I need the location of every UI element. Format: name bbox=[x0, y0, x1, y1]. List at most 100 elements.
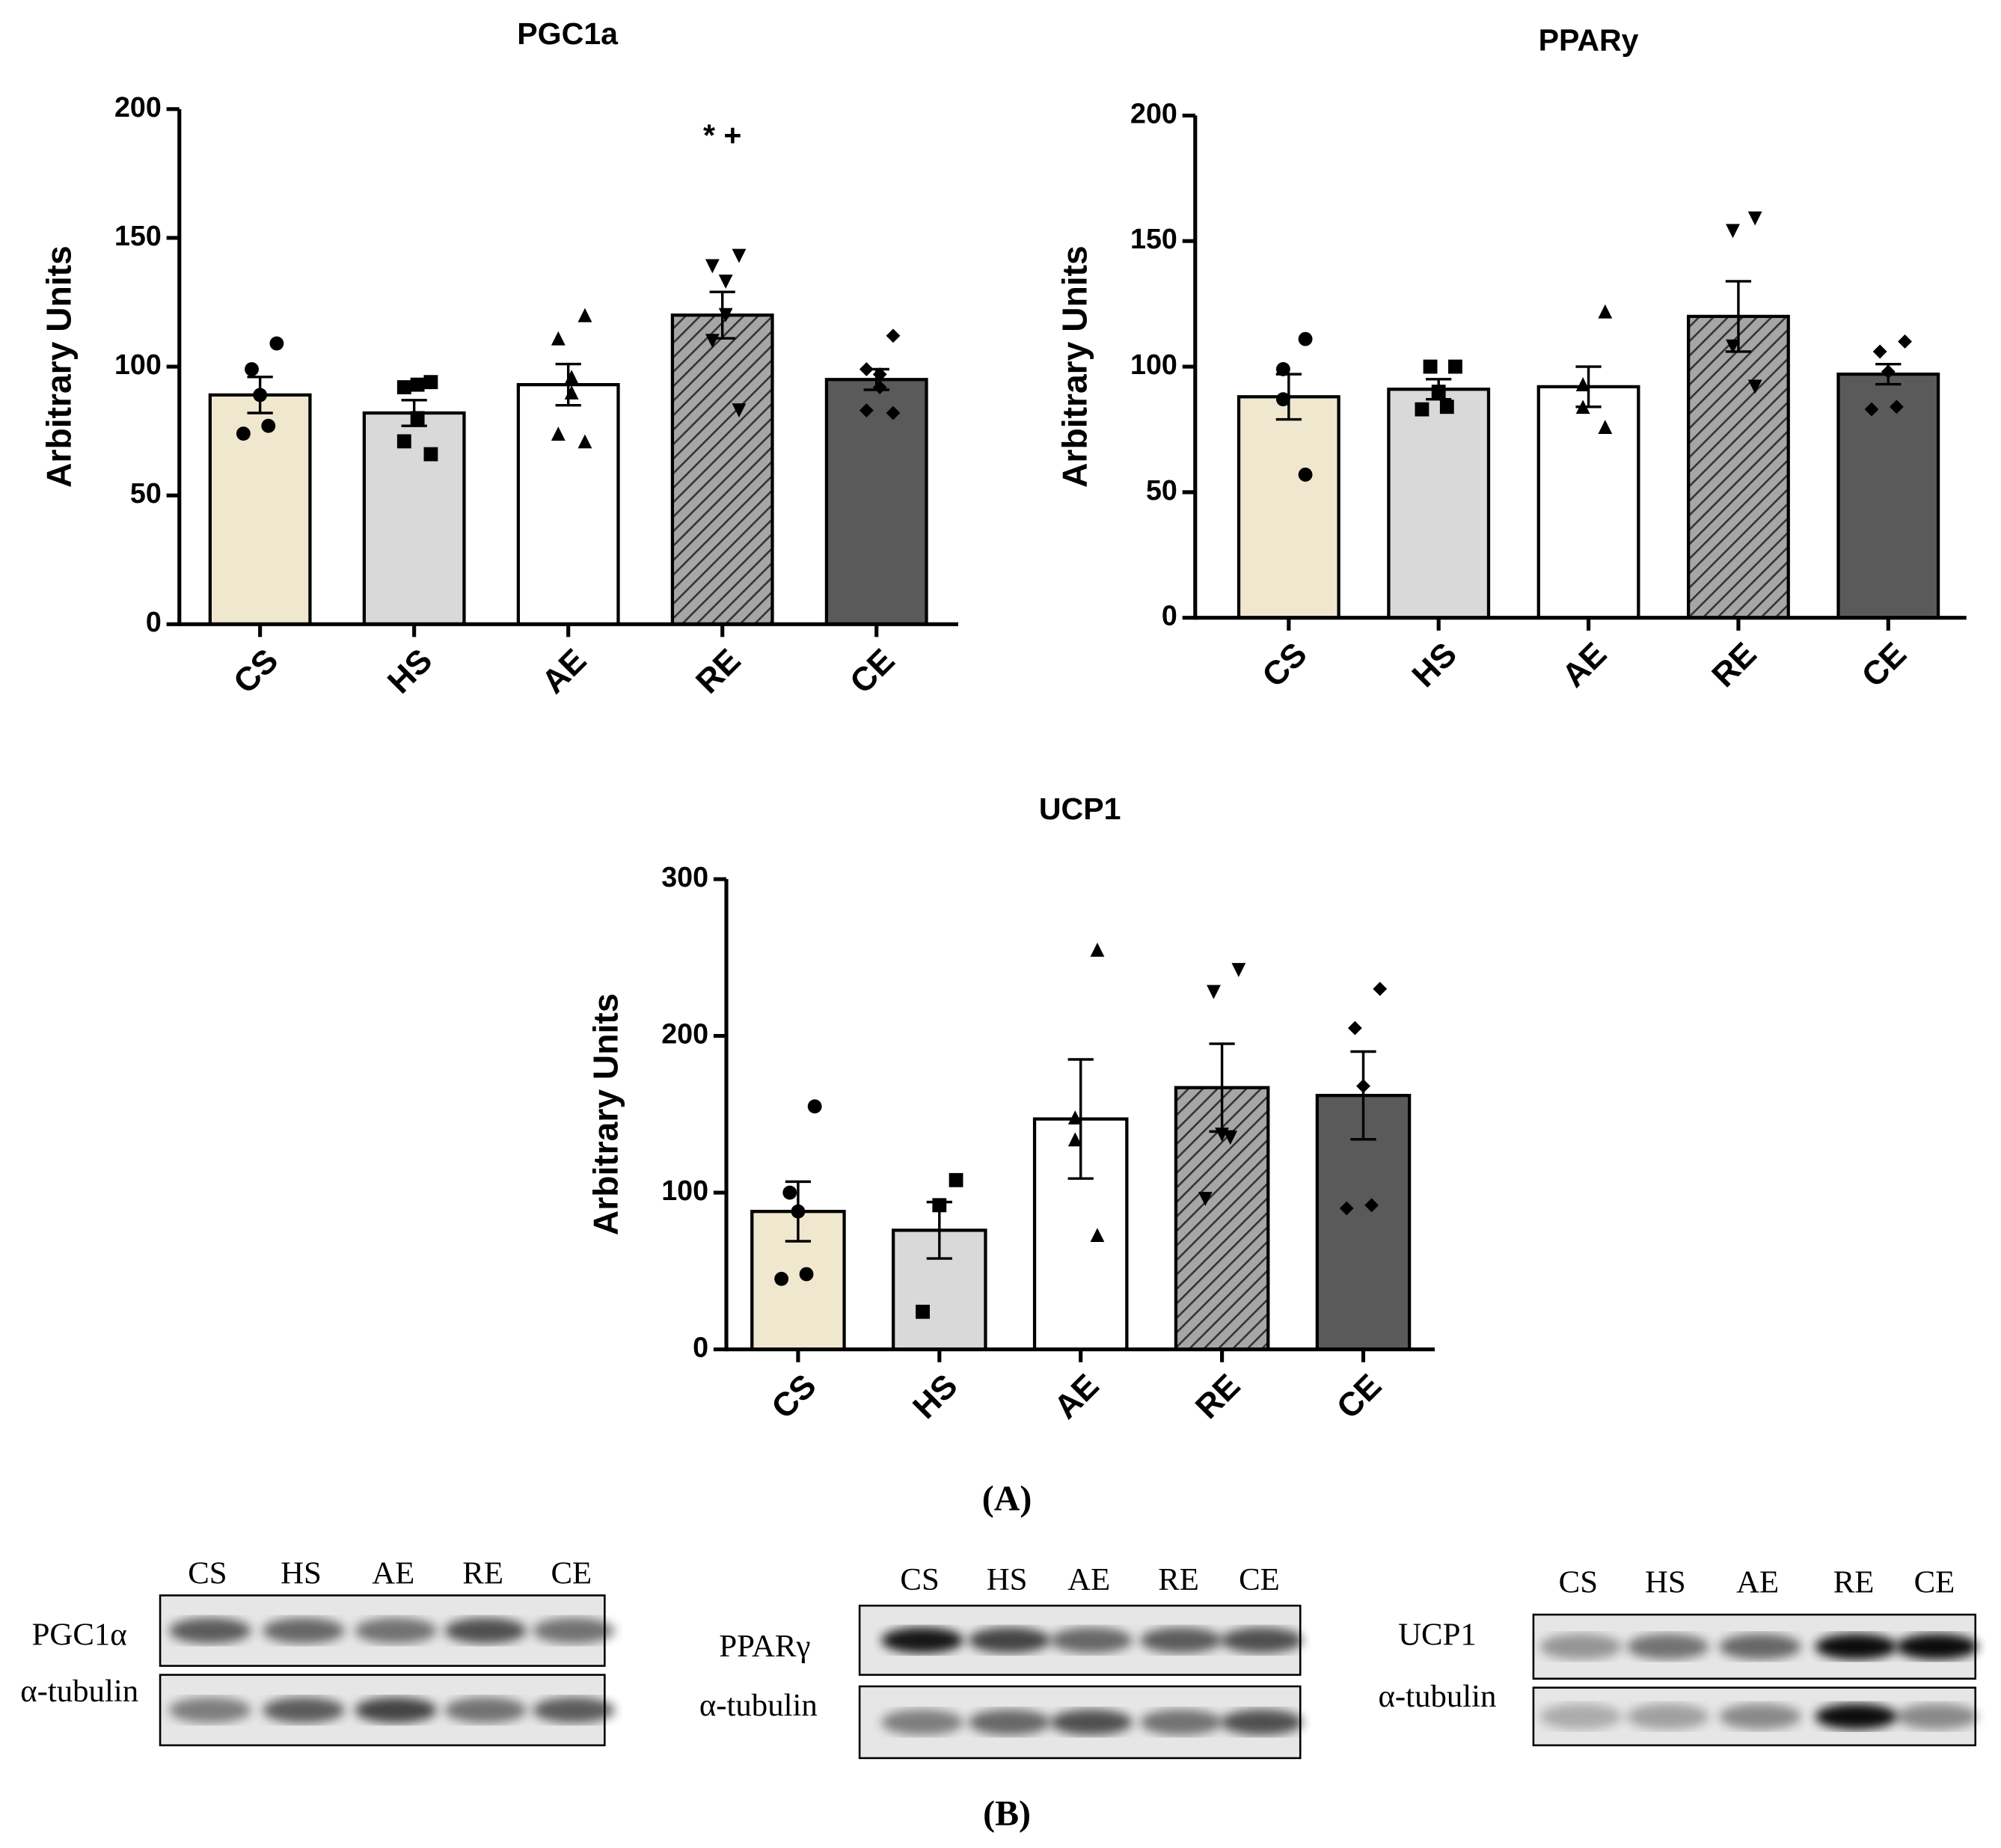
data-point bbox=[1356, 1079, 1370, 1094]
y-tick-label: 150 bbox=[1130, 223, 1177, 254]
chart-title: UCP1 bbox=[1039, 792, 1121, 826]
data-point bbox=[551, 331, 566, 346]
lane-label: AE bbox=[1736, 1565, 1779, 1600]
panel-label: (B) bbox=[983, 1794, 1031, 1834]
blot-band bbox=[881, 1709, 963, 1736]
blot-band bbox=[533, 1697, 616, 1723]
blot-band bbox=[169, 1618, 251, 1644]
panel-label: (A) bbox=[982, 1478, 1032, 1518]
bar bbox=[1836, 372, 1940, 619]
lane-label: HS bbox=[1645, 1565, 1686, 1600]
data-point bbox=[564, 370, 579, 385]
data-point bbox=[1431, 385, 1446, 400]
data-point bbox=[1598, 304, 1613, 319]
data-point bbox=[1415, 402, 1429, 417]
data-point bbox=[1726, 339, 1740, 354]
blot-band bbox=[881, 1627, 963, 1653]
lane-label: RE bbox=[462, 1556, 503, 1591]
data-point bbox=[718, 308, 733, 322]
y-tick-label: 100 bbox=[661, 1175, 708, 1206]
x-tick-label: CS bbox=[764, 1368, 823, 1426]
x-tick-label: CS bbox=[227, 642, 285, 700]
data-point bbox=[1881, 364, 1896, 379]
data-point bbox=[423, 447, 438, 462]
blot-band bbox=[533, 1618, 616, 1644]
data-point bbox=[269, 336, 284, 351]
bar bbox=[1387, 388, 1491, 619]
data-point bbox=[732, 403, 747, 417]
blot-band bbox=[1896, 1633, 1979, 1660]
data-point bbox=[423, 375, 438, 390]
x-tick-label: AE bbox=[1047, 1368, 1106, 1426]
data-point bbox=[396, 380, 411, 394]
y-tick-label: 200 bbox=[1130, 97, 1177, 129]
y-axis-label: Arbitrary Units bbox=[39, 245, 78, 488]
y-tick-label: 150 bbox=[114, 220, 162, 251]
data-point bbox=[949, 1172, 963, 1187]
blot-band bbox=[444, 1697, 527, 1723]
lane-label: CE bbox=[551, 1556, 592, 1591]
data-point bbox=[1067, 1110, 1082, 1125]
protein-label: PPARγ bbox=[719, 1629, 810, 1664]
chart-title: PGC1a bbox=[517, 16, 619, 51]
bar bbox=[362, 411, 466, 626]
blot-band bbox=[1221, 1627, 1303, 1653]
y-tick-label: 200 bbox=[114, 91, 162, 123]
blot-band bbox=[263, 1618, 345, 1644]
data-point bbox=[705, 259, 720, 274]
blot-band bbox=[1539, 1633, 1622, 1660]
data-point bbox=[1448, 359, 1462, 374]
error-bar bbox=[1067, 1058, 1094, 1180]
bar bbox=[1686, 314, 1790, 619]
blot-band bbox=[1140, 1627, 1222, 1653]
protein-label: PGC1α bbox=[32, 1618, 127, 1653]
blot-band bbox=[1050, 1627, 1133, 1653]
blot-band bbox=[1815, 1704, 1898, 1730]
data-point bbox=[551, 426, 566, 441]
data-point bbox=[791, 1204, 806, 1219]
y-tick-label: 100 bbox=[114, 349, 162, 380]
blot-band bbox=[169, 1697, 251, 1723]
blot-band bbox=[355, 1618, 437, 1644]
y-axis-label: Arbitrary Units bbox=[1055, 245, 1094, 488]
blot-band bbox=[1719, 1633, 1801, 1660]
data-point bbox=[1298, 467, 1313, 482]
lane-label: AE bbox=[1067, 1562, 1110, 1597]
lane-label: CS bbox=[188, 1556, 227, 1591]
data-point bbox=[886, 328, 901, 343]
y-tick-label: 0 bbox=[146, 606, 162, 637]
y-tick-label: 50 bbox=[130, 477, 162, 509]
data-point bbox=[410, 377, 425, 392]
x-tick-label: RE bbox=[689, 642, 747, 700]
bar bbox=[208, 393, 312, 626]
blot-band bbox=[1815, 1633, 1898, 1660]
lane-label: CS bbox=[900, 1562, 939, 1597]
blot-band bbox=[263, 1697, 345, 1723]
x-tick-label: HS bbox=[381, 642, 439, 700]
data-point bbox=[799, 1267, 814, 1282]
x-tick-label: CE bbox=[843, 642, 901, 700]
data-point bbox=[718, 275, 733, 289]
data-point bbox=[732, 248, 747, 263]
bar bbox=[670, 313, 774, 626]
y-tick-label: 100 bbox=[1130, 349, 1177, 380]
data-point bbox=[253, 388, 268, 403]
data-point bbox=[1598, 420, 1613, 435]
data-point bbox=[577, 308, 592, 322]
data-point bbox=[1373, 982, 1388, 997]
data-point bbox=[932, 1198, 947, 1213]
data-point bbox=[782, 1185, 797, 1200]
bar bbox=[1237, 395, 1340, 619]
x-tick-label: CE bbox=[1330, 1368, 1388, 1426]
x-tick-label: CS bbox=[1255, 636, 1314, 694]
lane-label: HS bbox=[281, 1556, 322, 1591]
data-point bbox=[1423, 359, 1438, 374]
blot-band bbox=[1626, 1704, 1709, 1730]
data-point bbox=[1067, 1132, 1082, 1147]
y-tick-label: 0 bbox=[1162, 600, 1177, 631]
x-tick-label: HS bbox=[1406, 636, 1464, 694]
protein-label: UCP1 bbox=[1398, 1618, 1477, 1653]
loading-label: α-tubulin bbox=[699, 1688, 818, 1723]
x-tick-label: HS bbox=[906, 1368, 964, 1426]
data-point bbox=[245, 362, 259, 376]
